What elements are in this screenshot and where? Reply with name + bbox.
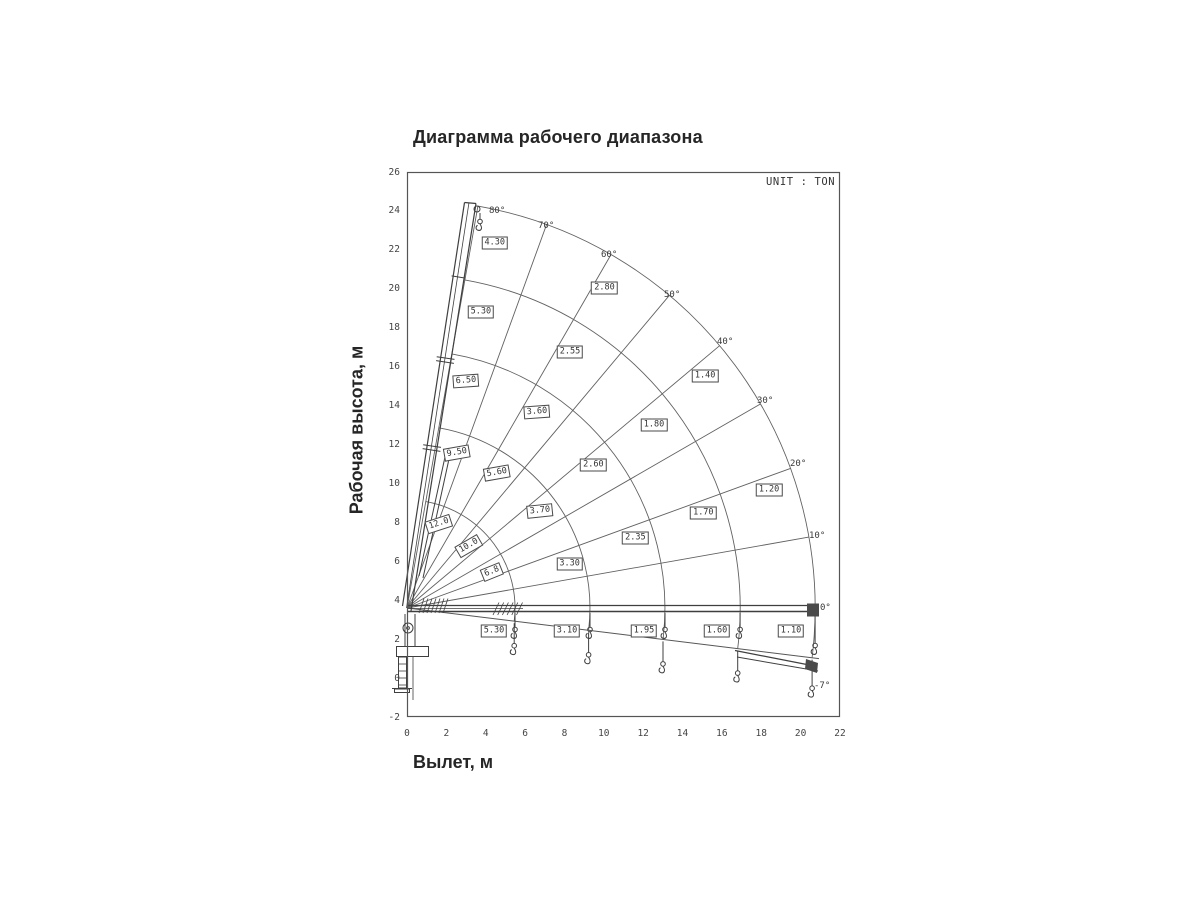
chart-title: Диаграмма рабочего диапазона xyxy=(413,127,703,147)
x-axis-title: Вылет, м xyxy=(413,752,494,772)
unit-label: UNIT : TON xyxy=(766,176,836,188)
